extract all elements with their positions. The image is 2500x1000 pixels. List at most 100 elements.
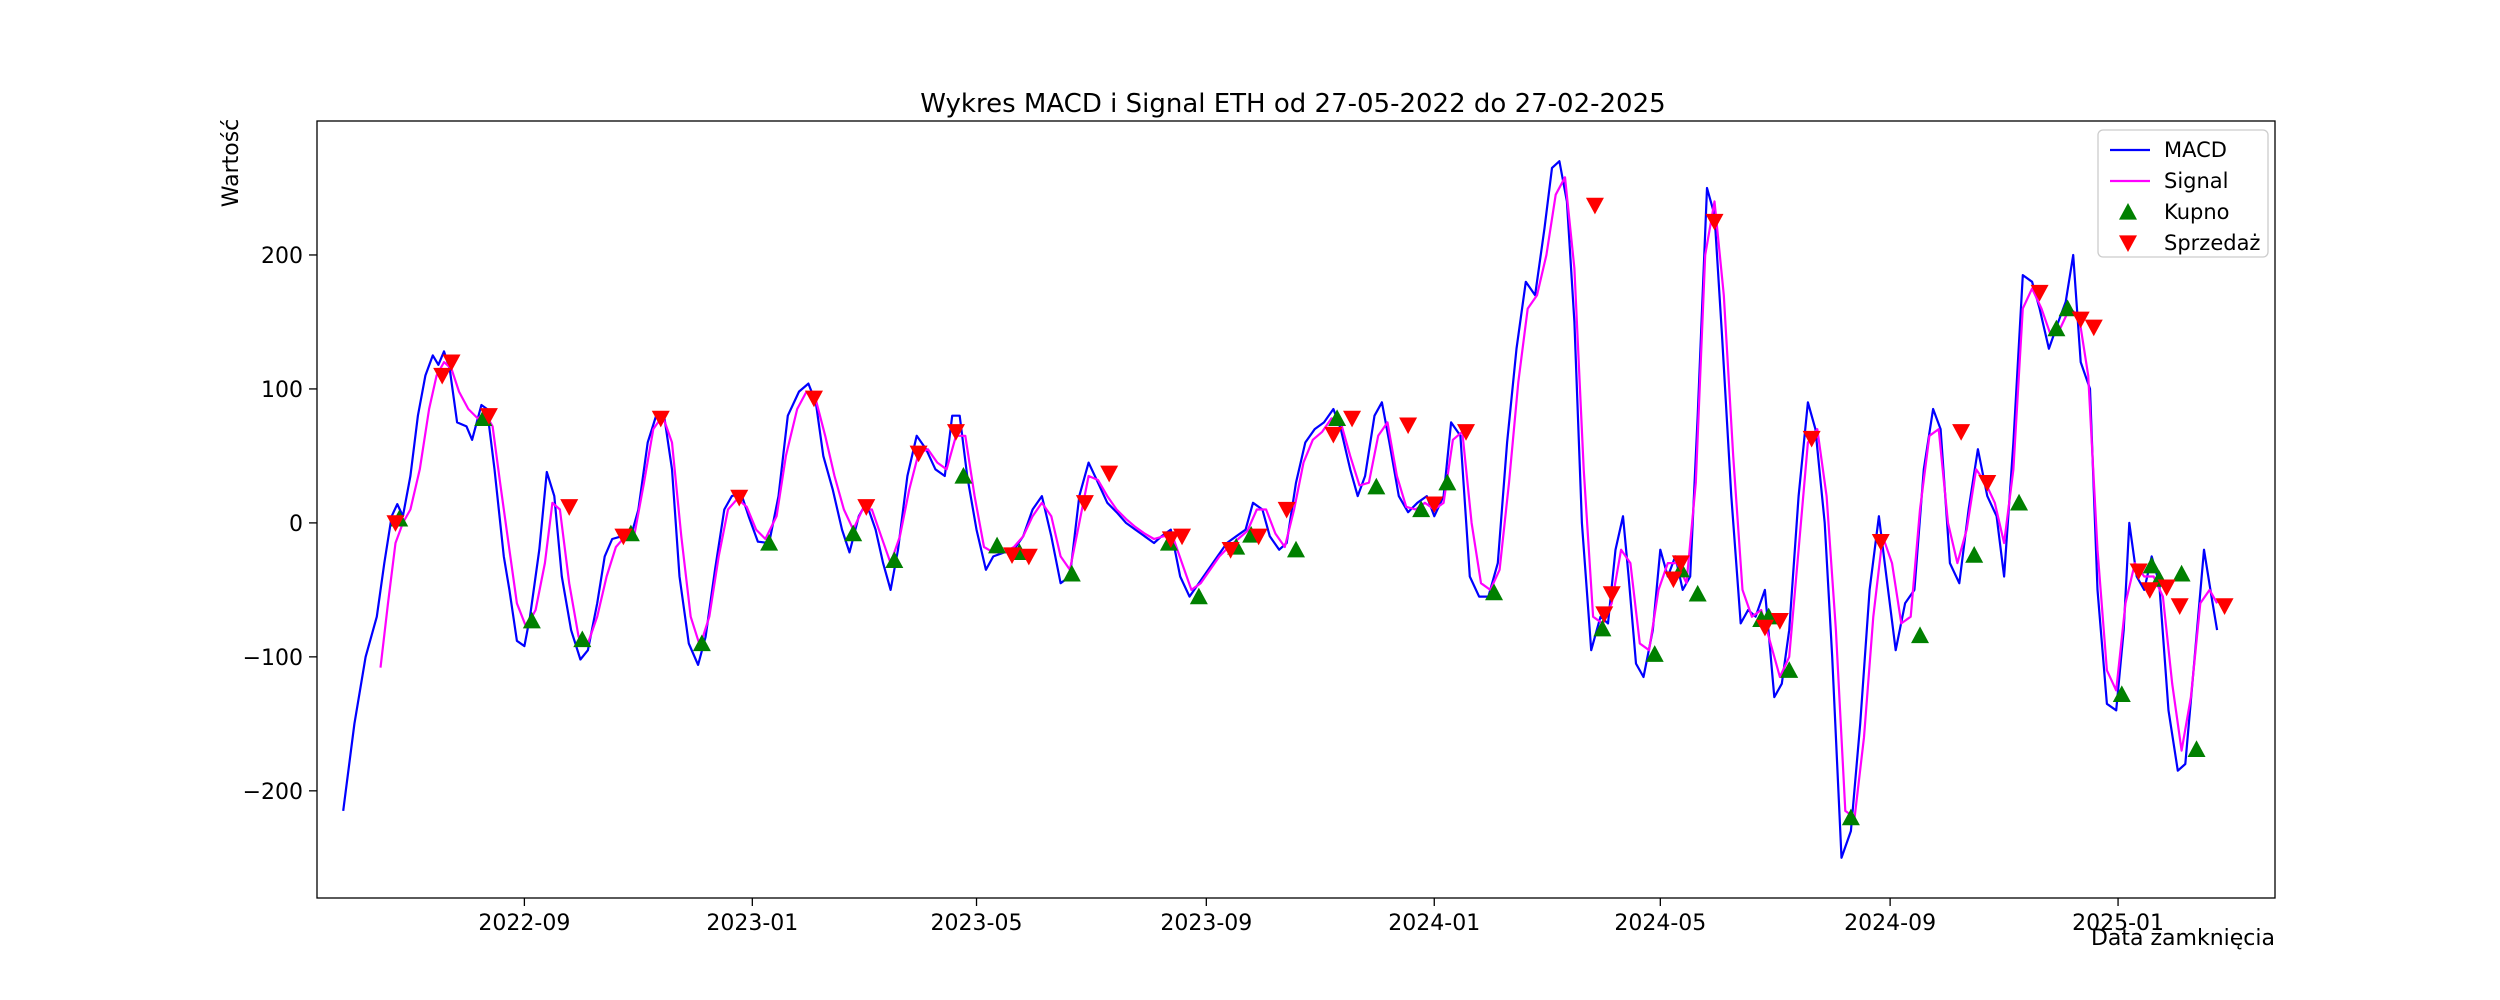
legend-swatch-sprzedaz bbox=[2119, 235, 2137, 252]
sell-marker-30 bbox=[1671, 555, 1690, 573]
x-tick-label-0: 2022-09 bbox=[478, 911, 570, 936]
buy-marker-24 bbox=[1645, 645, 1664, 662]
x-tick-label-4: 2024-01 bbox=[1388, 911, 1480, 936]
plot-area bbox=[342, 160, 2234, 859]
sell-marker-44 bbox=[2170, 598, 2189, 615]
sell-marker-11 bbox=[946, 424, 965, 441]
sell-marker-36 bbox=[1952, 424, 1971, 441]
plot-frame bbox=[316, 120, 2276, 899]
x-tick-label-3: 2023-09 bbox=[1160, 911, 1252, 936]
sell-marker-7 bbox=[730, 489, 749, 507]
sell-marker-38 bbox=[2030, 284, 2049, 302]
sell-marker-26 bbox=[1585, 197, 1604, 215]
sell-marker-40 bbox=[2084, 319, 2103, 337]
buy-marker-40 bbox=[2187, 740, 2206, 757]
sell-marker-17 bbox=[1173, 528, 1192, 546]
buy-marker-20 bbox=[1412, 500, 1431, 518]
sell-marker-41 bbox=[2129, 563, 2148, 581]
sell-marker-0 bbox=[386, 515, 405, 532]
sell-marker-15 bbox=[1100, 465, 1119, 483]
sell-marker-16 bbox=[1161, 531, 1180, 548]
sell-marker-20 bbox=[1277, 501, 1296, 519]
y-tick-label-2: 0 bbox=[289, 512, 303, 537]
buy-marker-18 bbox=[1328, 409, 1347, 427]
legend-swatch-kupno bbox=[2119, 203, 2137, 220]
chart-title: Wykres MACD i Signal ETH od 27-05-2022 d… bbox=[920, 89, 1665, 119]
buy-marker-33 bbox=[2010, 493, 2029, 511]
buy-marker-29 bbox=[1780, 661, 1799, 678]
sell-marker-14 bbox=[1075, 495, 1094, 512]
sell-marker-3 bbox=[479, 408, 498, 425]
sell-marker-12 bbox=[1003, 547, 1022, 565]
legend-box bbox=[2097, 129, 2269, 258]
buy-marker-39 bbox=[2172, 564, 2191, 582]
sell-marker-24 bbox=[1425, 496, 1444, 514]
x-tick-label-2: 2023-05 bbox=[931, 911, 1023, 936]
sell-marker-19 bbox=[1249, 528, 1268, 546]
sell-marker-13 bbox=[1019, 548, 1038, 566]
legend-label-2: Kupno bbox=[2164, 200, 2230, 224]
sell-marker-33 bbox=[1770, 613, 1789, 630]
sell-marker-34 bbox=[1802, 430, 1821, 448]
buy-marker-37 bbox=[2142, 556, 2161, 574]
y-tick-label-3: 100 bbox=[261, 378, 303, 403]
sell-marker-4 bbox=[560, 499, 579, 516]
buy-marker-2 bbox=[522, 611, 541, 629]
buy-marker-9 bbox=[954, 467, 973, 484]
sell-marker-9 bbox=[857, 499, 876, 516]
sell-marker-42 bbox=[2140, 582, 2159, 599]
buy-marker-10 bbox=[988, 536, 1007, 554]
buy-marker-26 bbox=[1688, 584, 1707, 602]
sell-marker-43 bbox=[2157, 579, 2176, 597]
buy-marker-22 bbox=[1485, 583, 1504, 601]
buy-marker-21 bbox=[1438, 473, 1457, 491]
y-axis-label: Wartość bbox=[219, 119, 244, 208]
buy-marker-36 bbox=[2112, 685, 2131, 703]
sell-marker-39 bbox=[2071, 311, 2090, 329]
sell-marker-31 bbox=[1705, 213, 1724, 231]
x-tick-label-1: 2023-01 bbox=[706, 911, 798, 936]
buy-marker-34 bbox=[2047, 319, 2066, 337]
buy-marker-12 bbox=[1062, 564, 1081, 582]
buy-marker-6 bbox=[760, 533, 779, 551]
sell-marker-5 bbox=[614, 528, 633, 546]
legend: MACD Signal Kupno Sprzedaż bbox=[2097, 129, 2269, 258]
x-tick-label-6: 2024-09 bbox=[1844, 911, 1936, 936]
sell-marker-22 bbox=[1343, 410, 1362, 428]
x-tick-label-7: 2025-01 bbox=[2072, 911, 2164, 936]
sell-marker-29 bbox=[1664, 571, 1683, 589]
sell-marker-10 bbox=[909, 445, 928, 463]
buy-marker-19 bbox=[1367, 477, 1386, 495]
y-tick-label-1: −100 bbox=[243, 646, 303, 671]
axes: 2022-09 2023-01 2023-05 2023-09 2024-01 2024-… bbox=[243, 120, 2276, 936]
sell-marker-27 bbox=[1595, 606, 1614, 623]
buy-marker-23 bbox=[1593, 619, 1612, 637]
buy-marker-5 bbox=[692, 634, 711, 652]
x-tick-label-5: 2024-05 bbox=[1614, 911, 1706, 936]
x-axis-label: Data zamknięcia bbox=[2091, 926, 2275, 951]
sell-marker-21 bbox=[1324, 426, 1343, 444]
buy-marker-3 bbox=[573, 630, 592, 648]
y-tick-label-4: 200 bbox=[261, 244, 303, 269]
sell-marker-18 bbox=[1221, 542, 1240, 559]
buy-marker-30 bbox=[1841, 808, 1860, 826]
sell-marker-25 bbox=[1457, 424, 1476, 441]
buy-marker-32 bbox=[1965, 546, 1984, 563]
y-tick-label-0: −200 bbox=[243, 780, 303, 805]
sell-marker-8 bbox=[804, 390, 823, 408]
sell-marker-37 bbox=[1978, 475, 1997, 492]
buy-marker-8 bbox=[885, 551, 904, 569]
buy-marker-31 bbox=[1911, 626, 1930, 644]
sell-marker-32 bbox=[1755, 619, 1774, 637]
legend-label-3: Sprzedaż bbox=[2164, 231, 2260, 255]
legend-label-1: Signal bbox=[2164, 169, 2229, 193]
sell-marker-28 bbox=[1602, 586, 1621, 603]
buy-marker-14 bbox=[1189, 587, 1208, 605]
sell-marker-35 bbox=[1871, 534, 1890, 551]
sell-marker-23 bbox=[1399, 417, 1418, 435]
buy-marker-17 bbox=[1287, 540, 1305, 558]
sell-marker-2 bbox=[442, 354, 461, 372]
sell-marker-45 bbox=[2215, 598, 2234, 615]
